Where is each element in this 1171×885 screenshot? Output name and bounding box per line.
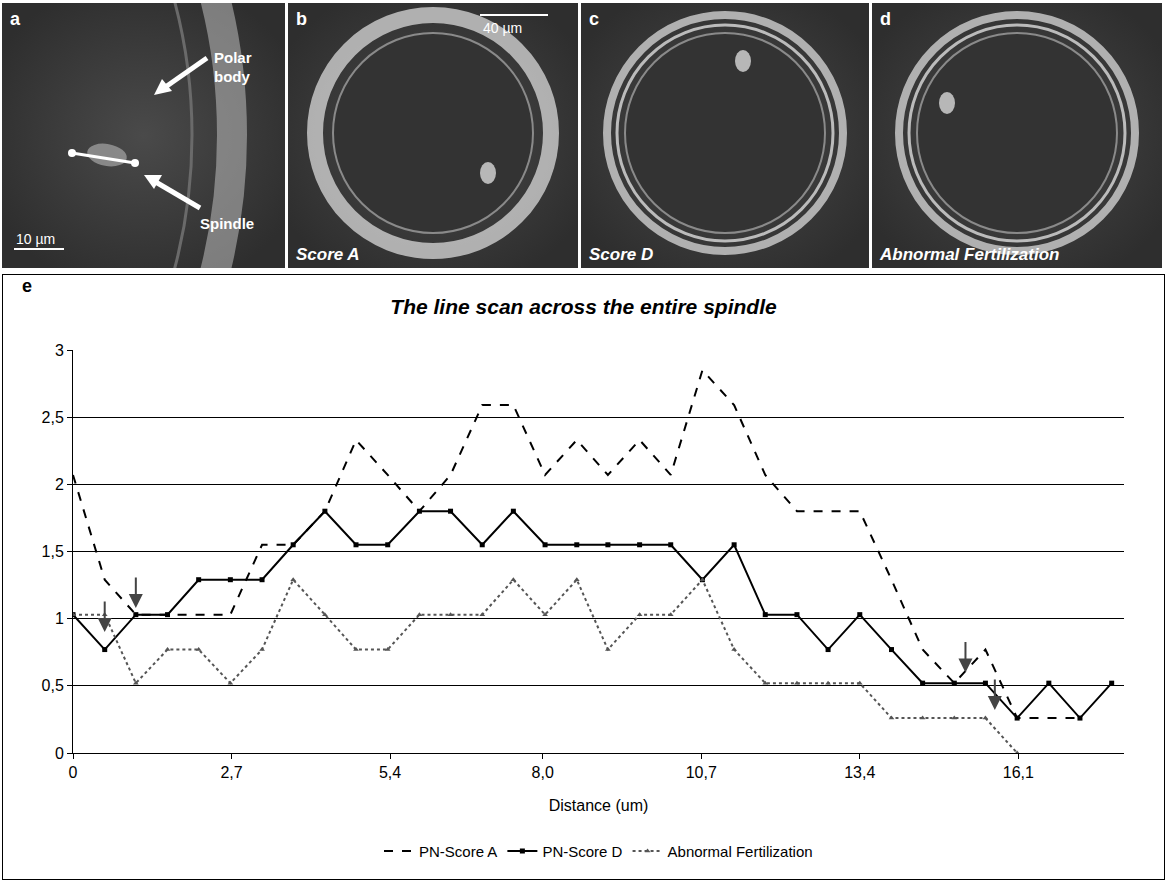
svg-text:Distance (um): Distance (um) (549, 797, 649, 814)
svg-text:3: 3 (55, 342, 64, 359)
svg-text:0,5: 0,5 (42, 677, 64, 694)
svg-text:16,1: 16,1 (1003, 764, 1034, 781)
svg-text:Polar: Polar (214, 49, 252, 66)
svg-text:40 µm: 40 µm (483, 20, 522, 36)
svg-text:a: a (10, 9, 21, 29)
svg-text:Abnormal Fertilization: Abnormal Fertilization (668, 843, 813, 860)
svg-text:8,0: 8,0 (532, 764, 554, 781)
svg-text:Spindle: Spindle (200, 215, 254, 232)
svg-text:2: 2 (55, 476, 64, 493)
svg-text:5,4: 5,4 (379, 764, 401, 781)
svg-text:b: b (296, 9, 307, 29)
svg-text:2,7: 2,7 (220, 764, 242, 781)
svg-text:Score D: Score D (589, 245, 653, 264)
svg-text:10 µm: 10 µm (16, 231, 55, 247)
svg-text:c: c (589, 9, 599, 29)
svg-text:The line scan across the entir: The line scan across the entire spindle (390, 295, 777, 318)
svg-text:e: e (22, 276, 32, 296)
svg-text:PN-Score D: PN-Score D (542, 843, 622, 860)
svg-text:Abnormal Fertilization: Abnormal Fertilization (879, 245, 1059, 264)
svg-text:0: 0 (55, 745, 64, 762)
svg-text:Score A: Score A (296, 245, 360, 264)
svg-text:13,4: 13,4 (844, 764, 875, 781)
svg-text:1: 1 (55, 610, 64, 627)
svg-text:0: 0 (69, 764, 78, 781)
svg-text:d: d (880, 9, 891, 29)
svg-text:2,5: 2,5 (42, 409, 64, 426)
svg-text:PN-Score A: PN-Score A (419, 843, 497, 860)
svg-text:10,7: 10,7 (686, 764, 717, 781)
svg-text:1,5: 1,5 (42, 543, 64, 560)
svg-text:body: body (214, 68, 250, 85)
